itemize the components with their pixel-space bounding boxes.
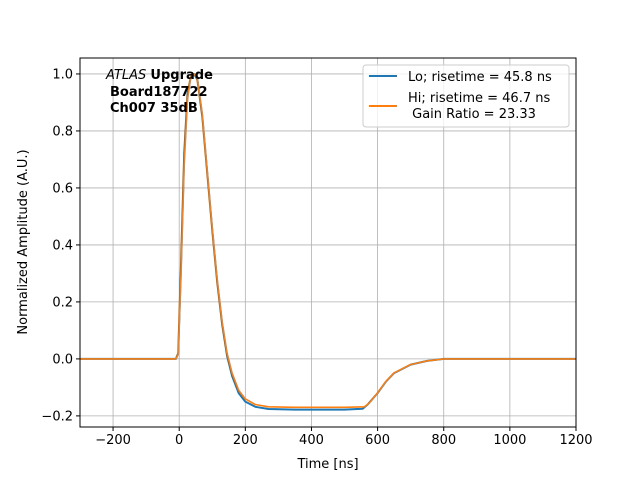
svg-text:ATLAS Upgrade: ATLAS Upgrade [105,68,213,83]
y-axis-label: Normalized Amplitude (A.U.) [16,149,31,334]
series-line-hi [80,73,576,409]
legend-entry-lo: Lo; risetime = 45.8 ns [408,70,552,85]
legend: Lo; risetime = 45.8 ns Hi; risetime = 46… [362,64,570,128]
x-tick-label: 800 [431,433,456,448]
x-tick-label: −200 [95,433,131,448]
plot-frame [79,57,577,428]
x-tick-label: 1200 [559,433,592,448]
x-tick-label: 400 [299,433,324,448]
ticks: −200 0 200 400 600 800 1000 1200 −0.2 0.0 0.2 0.4 0.… [41,67,592,448]
y-tick-label: −0.2 [41,409,73,424]
y-tick-label: 1.0 [52,67,73,82]
channel-label: Ch007 35dB [110,101,198,116]
y-tick-label: 0.8 [52,124,73,139]
legend-entry-hi: Hi; risetime = 46.7 ns [408,91,550,106]
series-lines [80,73,576,411]
y-tick-label: 0.4 [52,238,73,253]
atlas-label: ATLAS [105,68,146,83]
y-tick-label: 0.0 [52,352,73,367]
y-tick-label: 0.2 [52,295,73,310]
x-tick-label: 600 [365,433,390,448]
y-tick-label: 0.6 [52,181,73,196]
legend-entry-hi-ratio: Gain Ratio = 23.33 [408,107,536,122]
x-tick-label: 1000 [493,433,526,448]
x-tick-label: 200 [233,433,258,448]
x-tick-label: 0 [175,433,183,448]
x-axis-label: Time [ns] [296,457,358,472]
upgrade-label: Upgrade [150,68,213,83]
atlas-annotation: ATLAS Upgrade Board187722 Ch007 35dB [105,68,213,116]
board-label: Board187722 [110,85,208,100]
